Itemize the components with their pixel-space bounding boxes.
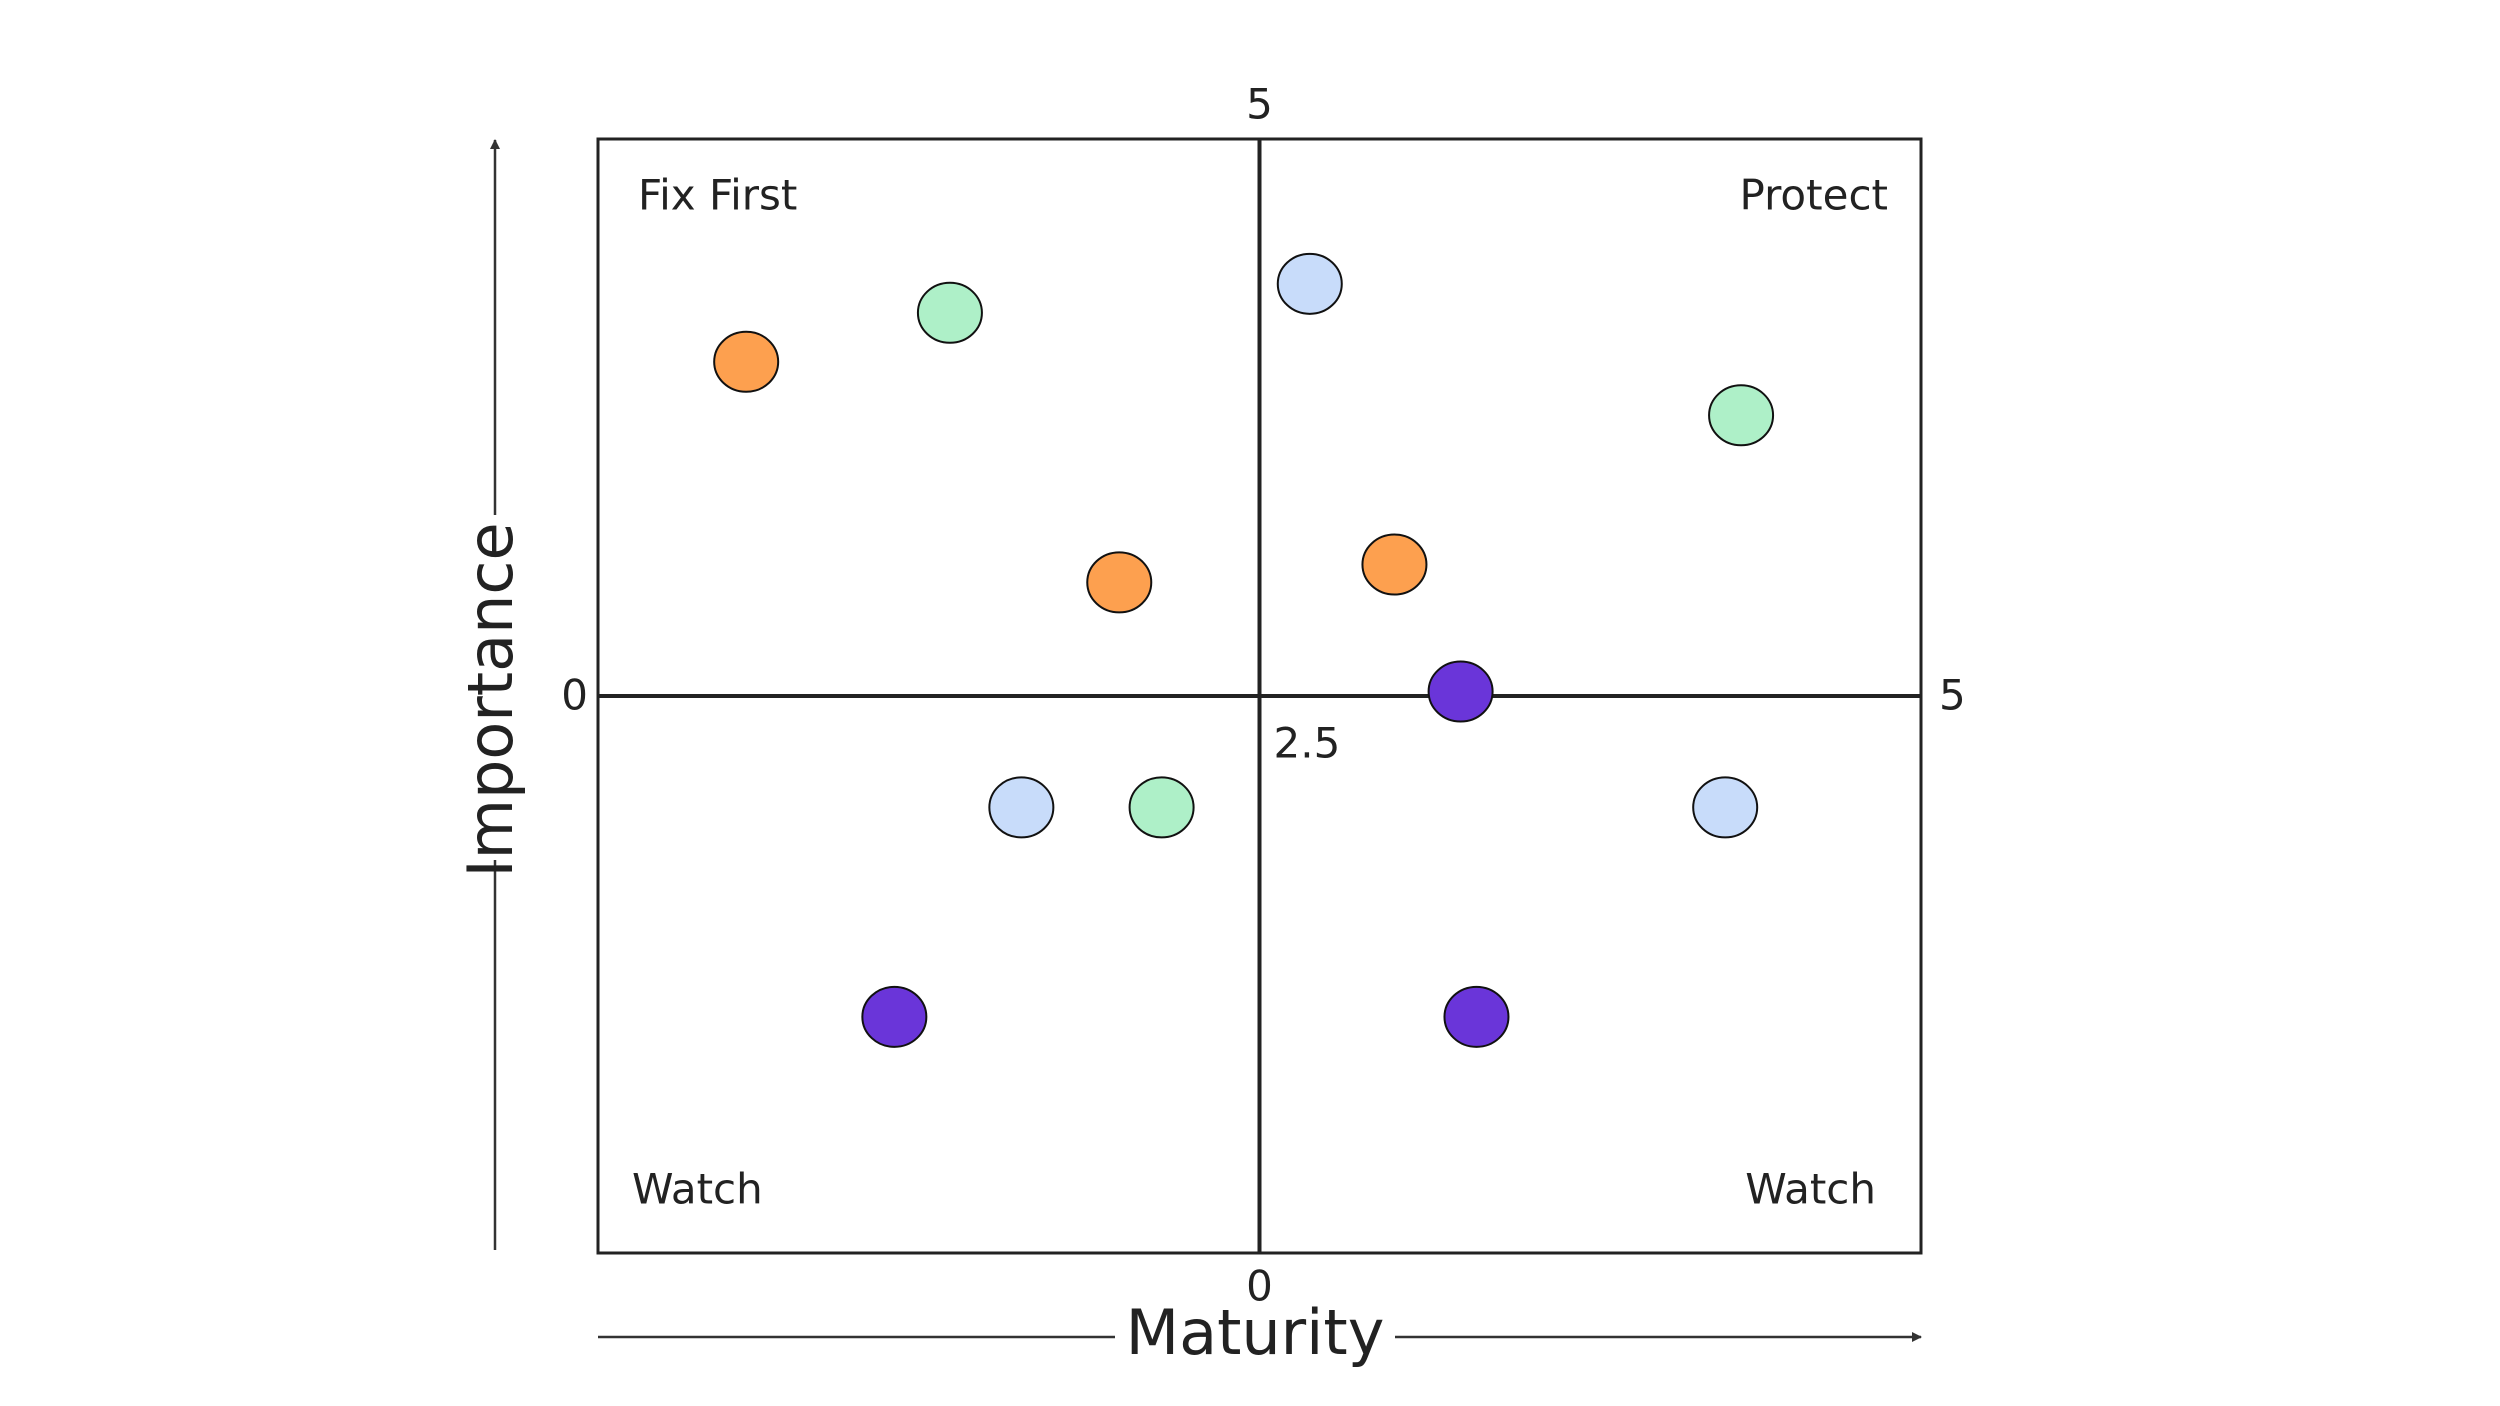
x-tick-label: 5 [1939, 671, 1966, 720]
y-tick-label: 0 [1246, 1262, 1273, 1311]
point [1128, 776, 1195, 839]
quadrant-label: Protect [1740, 171, 1889, 220]
midpoint-label: 2.5 [1274, 719, 1341, 768]
x-axis-title: Maturity [1126, 1296, 1385, 1369]
x-tick-label: 0 [561, 671, 588, 720]
point [1361, 533, 1428, 596]
point [1427, 660, 1494, 723]
point [988, 776, 1055, 839]
quadrant-label: Watch [1745, 1165, 1876, 1214]
point [713, 330, 780, 393]
y-axis-title: Importance [454, 522, 527, 877]
point [1086, 551, 1153, 614]
point [1276, 252, 1343, 315]
point [1443, 985, 1510, 1048]
point [1708, 384, 1775, 447]
point [916, 281, 983, 344]
quadrant-label: Watch [632, 1165, 763, 1214]
point [861, 985, 928, 1048]
point [1692, 776, 1759, 839]
quadrant-label: Fix First [638, 171, 797, 220]
y-tick-label: 5 [1246, 80, 1273, 129]
